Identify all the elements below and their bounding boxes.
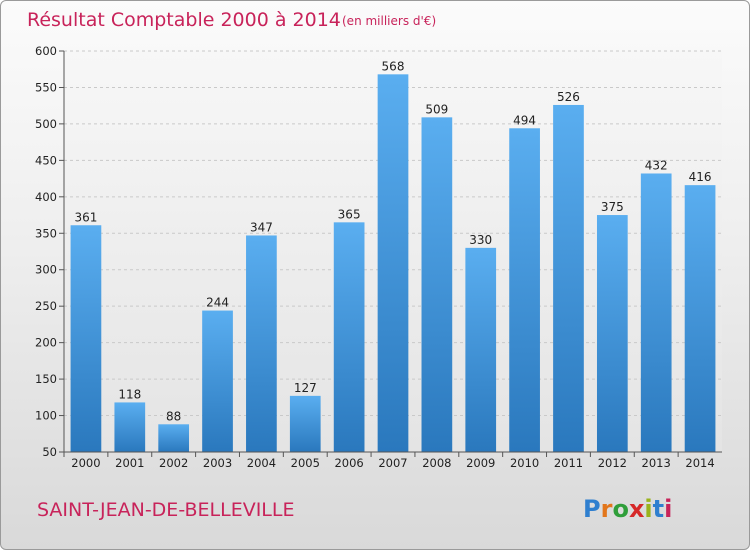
data-label-2006: 365 <box>338 207 361 221</box>
y-tick-label: 250 <box>35 299 57 313</box>
y-tick-label: 350 <box>35 226 57 240</box>
data-label-2010: 494 <box>513 113 536 127</box>
bar-2013 <box>640 173 672 452</box>
bars <box>70 74 716 453</box>
chart-unit: (en milliers d'€) <box>342 14 436 28</box>
logo-letter: i <box>664 495 672 523</box>
bar-2010 <box>509 128 540 452</box>
data-label-2005: 127 <box>294 381 317 395</box>
x-tick-label-2004: 2004 <box>247 456 276 470</box>
data-label-2011: 526 <box>557 90 580 104</box>
bar-2006 <box>333 222 365 452</box>
x-tick-label-2009: 2009 <box>466 456 495 470</box>
logo-letter: i <box>644 495 652 523</box>
bar-2001 <box>114 402 146 452</box>
x-tick-label-2008: 2008 <box>422 456 451 470</box>
bar-2012 <box>596 215 628 452</box>
bar-2014 <box>684 185 716 453</box>
y-tick-label: 500 <box>35 117 57 131</box>
y-tick-label: 300 <box>35 263 57 277</box>
y-tick-label: 400 <box>35 190 57 204</box>
data-label-2007: 568 <box>382 59 405 73</box>
y-tick-label: 50 <box>42 445 57 459</box>
bar-2002 <box>158 424 190 452</box>
y-tick-label: 450 <box>35 153 57 167</box>
x-tick-label-2005: 2005 <box>291 456 320 470</box>
data-label-2004: 347 <box>250 220 273 234</box>
logo-letter: x <box>629 495 645 523</box>
x-tick-label-2013: 2013 <box>642 456 671 470</box>
place-name: SAINT-JEAN-DE-BELLEVILLE <box>37 499 294 521</box>
data-label-2014: 416 <box>689 170 712 184</box>
x-tick-label-2006: 2006 <box>334 456 363 470</box>
bar-2000 <box>70 225 102 452</box>
logo-letter: r <box>601 495 613 523</box>
chart-title: Résultat Comptable 2000 à 2014 <box>27 9 341 31</box>
bar-2011 <box>553 104 584 452</box>
proxiti-logo: Proxiti <box>583 495 672 523</box>
data-label-2008: 509 <box>425 102 448 116</box>
bar-2004 <box>246 235 277 452</box>
y-tick-label: 100 <box>35 409 57 423</box>
x-tick-label-2002: 2002 <box>159 456 188 470</box>
x-tick-label-2001: 2001 <box>115 456 144 470</box>
y-tick-label: 600 <box>35 44 57 58</box>
data-labels: 361 118 88 244 347 127 365 568 509 330 494 526 375 43… <box>74 59 711 423</box>
bar-2008 <box>421 117 453 452</box>
logo-letter: P <box>583 495 601 523</box>
x-tick-label-2003: 2003 <box>203 456 232 470</box>
data-label-2012: 375 <box>601 200 624 214</box>
x-tick-label-2010: 2010 <box>510 456 539 470</box>
data-label-2000: 361 <box>74 210 97 224</box>
y-tick-label: 550 <box>35 80 57 94</box>
x-tick-label-2012: 2012 <box>598 456 627 470</box>
x-axis: 2000 2001 2002 2003 2004 2005 2006 2007 2008 2009… <box>63 451 722 470</box>
logo-letter: t <box>653 495 664 523</box>
bar-2003 <box>202 310 233 452</box>
data-label-2009: 330 <box>469 233 492 247</box>
x-tick-label-2014: 2014 <box>685 456 714 470</box>
bar-2009 <box>465 247 497 452</box>
data-label-2003: 244 <box>206 296 229 310</box>
x-tick-label-2007: 2007 <box>378 456 407 470</box>
x-tick-label-2011: 2011 <box>554 456 583 470</box>
data-label-2001: 118 <box>118 387 141 401</box>
data-label-2013: 432 <box>645 158 668 172</box>
logo-letter: o <box>612 495 629 523</box>
y-tick-label: 200 <box>35 336 57 350</box>
y-tick-label: 150 <box>35 372 57 386</box>
y-axis: 50 100 150 200 250 300 350 400 450 500 550 600 <box>35 44 65 459</box>
data-label-2002: 88 <box>166 409 181 423</box>
bar-2007 <box>377 74 409 453</box>
x-tick-label-2000: 2000 <box>71 456 100 470</box>
bar-2005 <box>289 395 321 452</box>
